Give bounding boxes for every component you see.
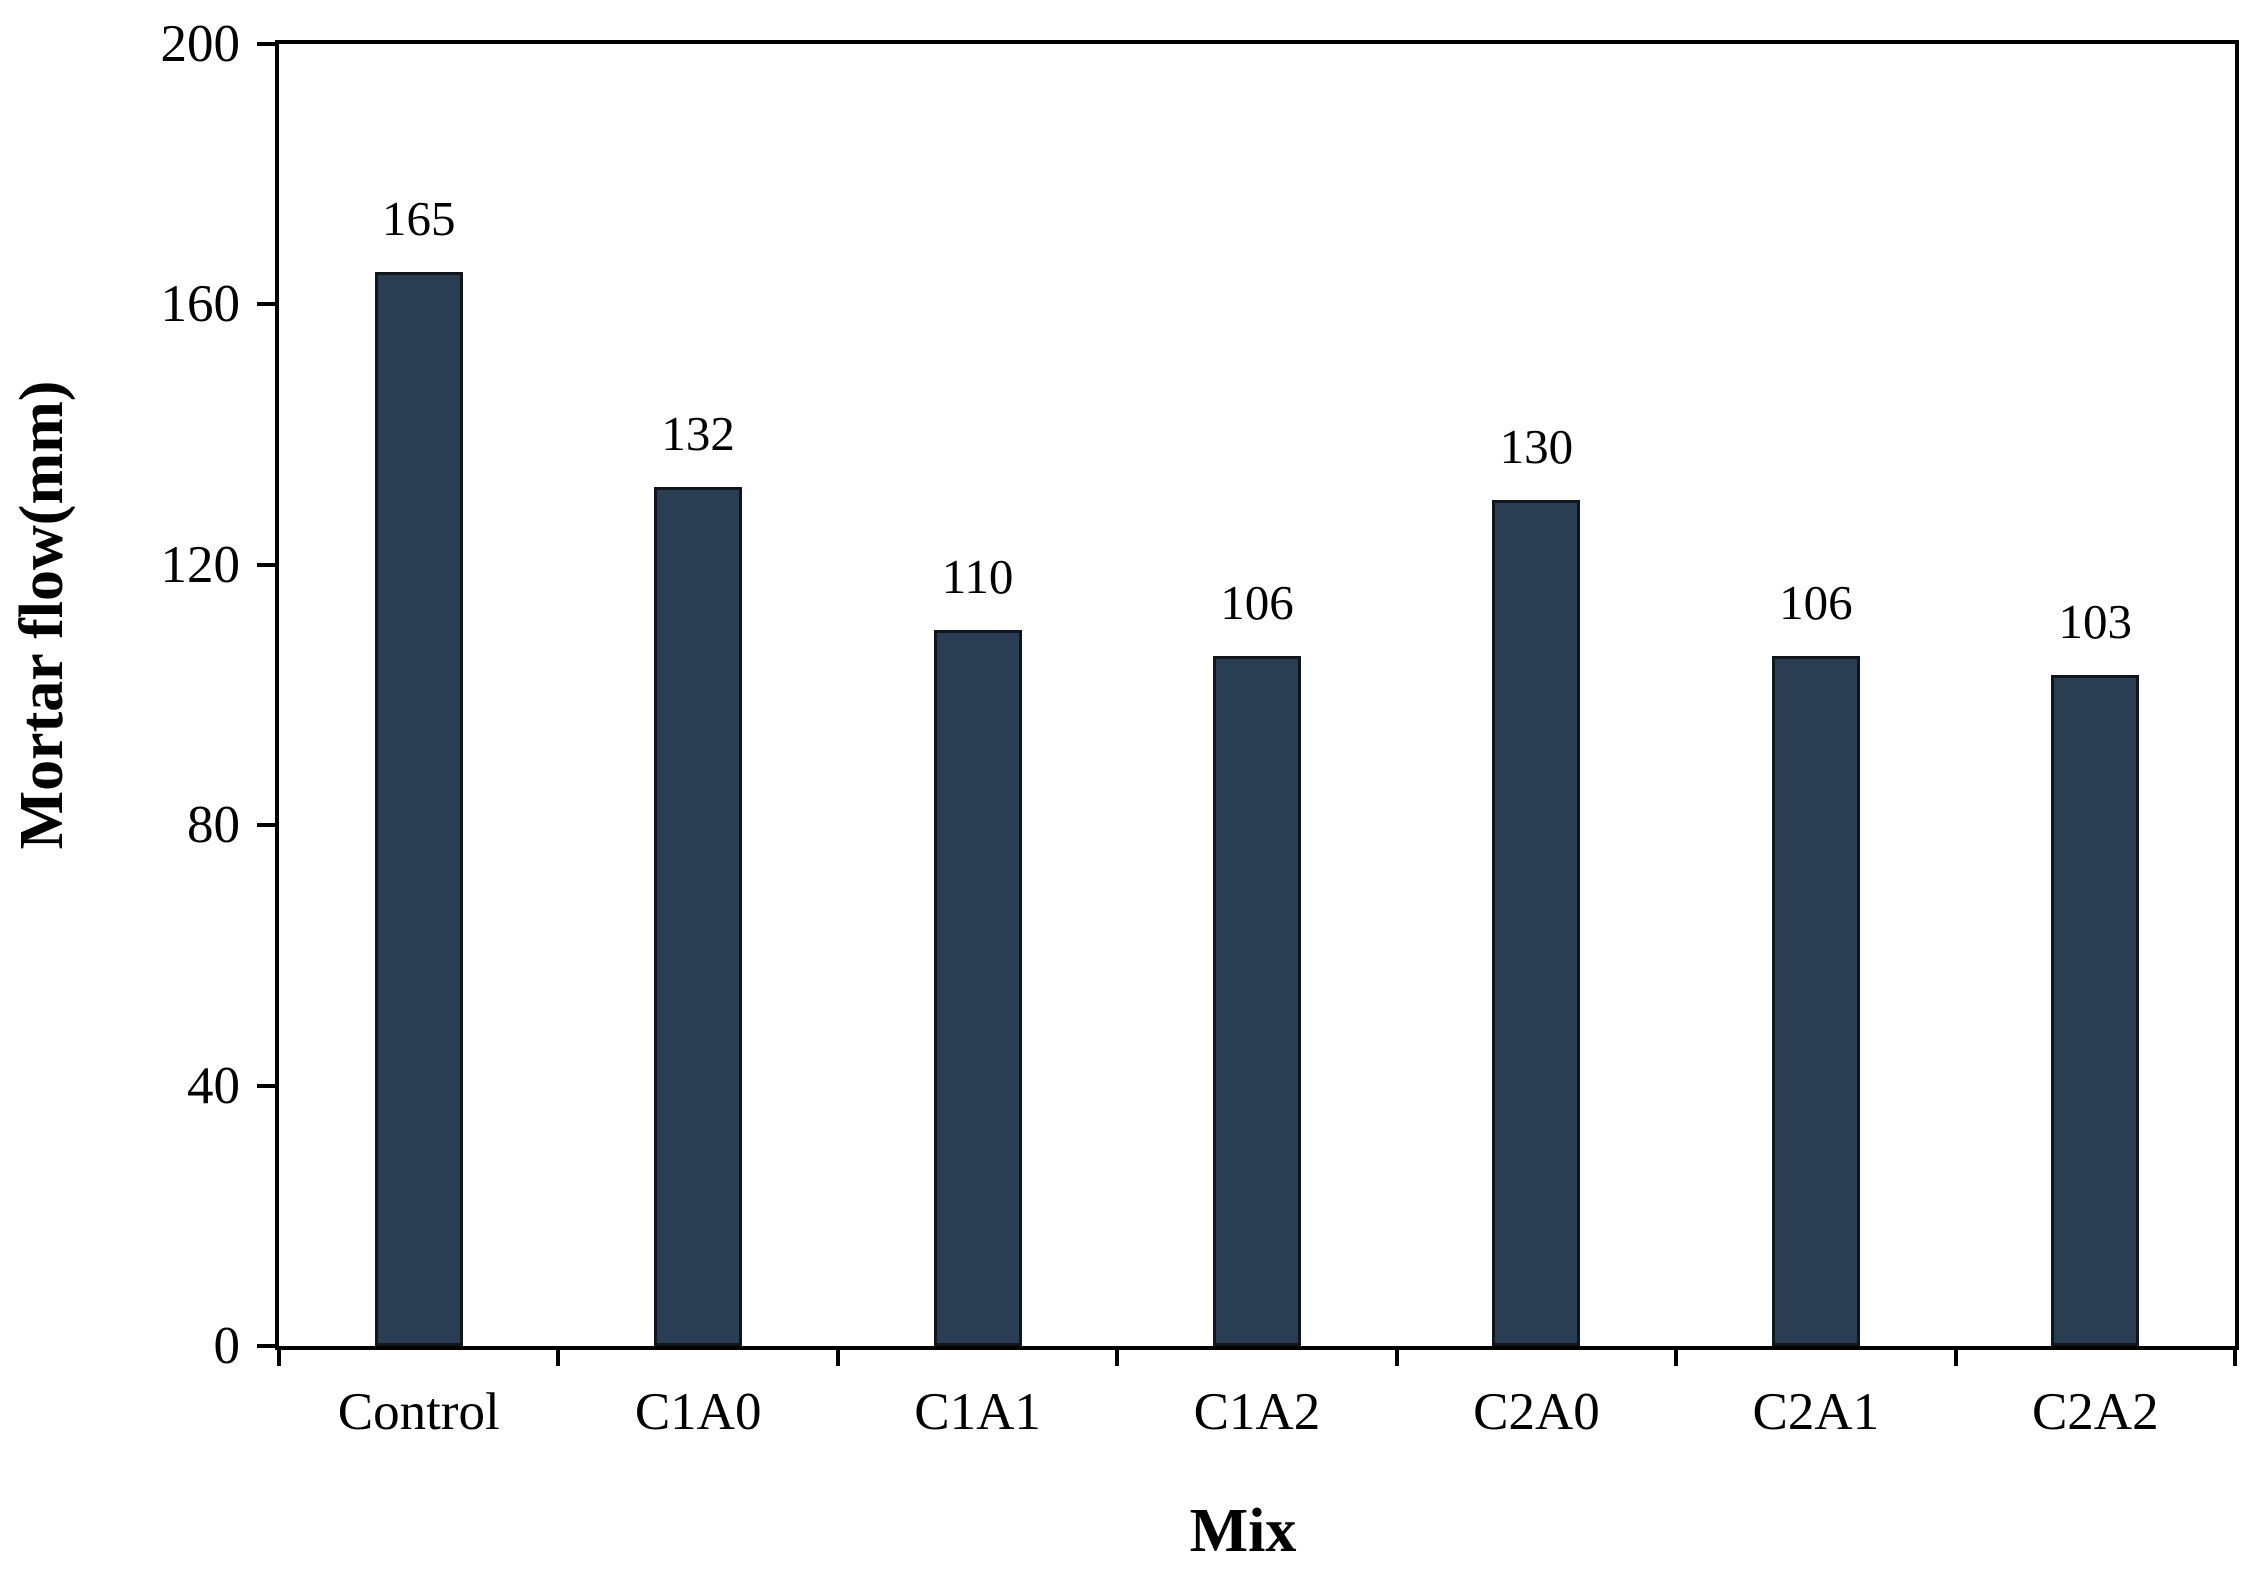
bar-value-label: 103 bbox=[2058, 594, 2133, 650]
y-tick-label: 200 bbox=[160, 15, 241, 73]
x-tick-label: C1A1 bbox=[914, 1383, 1041, 1441]
y-tick bbox=[257, 1083, 275, 1088]
x-tick-label: C1A0 bbox=[634, 1383, 762, 1441]
bar bbox=[2051, 675, 2140, 1346]
x-axis-title: Mix bbox=[1189, 1497, 1297, 1565]
bar-value-label: 132 bbox=[661, 405, 735, 461]
bar bbox=[654, 486, 743, 1346]
x-tick-label: C2A2 bbox=[2031, 1383, 2159, 1441]
y-tick bbox=[257, 562, 275, 567]
y-tick-label: 160 bbox=[160, 275, 241, 334]
bar-value-label: 110 bbox=[941, 548, 1014, 604]
x-tick-label: Control bbox=[337, 1383, 500, 1441]
bar bbox=[374, 271, 463, 1346]
x-tick bbox=[835, 1350, 840, 1366]
y-tick-label: 40 bbox=[187, 1056, 240, 1115]
x-tick-label: C2A0 bbox=[1473, 1383, 1600, 1441]
y-tick-label: 80 bbox=[187, 796, 240, 855]
bar-value-label: 130 bbox=[1499, 418, 1574, 474]
bar-value-label: 106 bbox=[1220, 574, 1294, 630]
x-tick bbox=[1115, 1350, 1120, 1366]
x-tick bbox=[1953, 1350, 1958, 1366]
y-tick bbox=[257, 42, 275, 46]
bar bbox=[1771, 655, 1860, 1346]
x-tick bbox=[1674, 1350, 1679, 1366]
x-tick bbox=[1394, 1350, 1399, 1366]
y-tick bbox=[257, 823, 275, 828]
y-tick-label: 120 bbox=[160, 535, 241, 594]
y-tick bbox=[257, 1344, 275, 1348]
bar bbox=[1492, 499, 1581, 1346]
bar bbox=[933, 629, 1022, 1346]
bar bbox=[1213, 655, 1301, 1346]
x-tick-label: C2A1 bbox=[1752, 1383, 1880, 1441]
y-axis-title: Mortar flow(mm) bbox=[8, 380, 76, 850]
x-tick bbox=[277, 1350, 281, 1366]
bar-value-label: 165 bbox=[381, 190, 456, 246]
y-tick-label: 0 bbox=[213, 1317, 241, 1375]
bar-value-label: 106 bbox=[1779, 574, 1853, 630]
x-tick-label: C1A2 bbox=[1193, 1383, 1321, 1441]
y-tick bbox=[257, 302, 275, 307]
x-tick bbox=[2233, 1350, 2237, 1366]
x-tick bbox=[556, 1350, 561, 1366]
